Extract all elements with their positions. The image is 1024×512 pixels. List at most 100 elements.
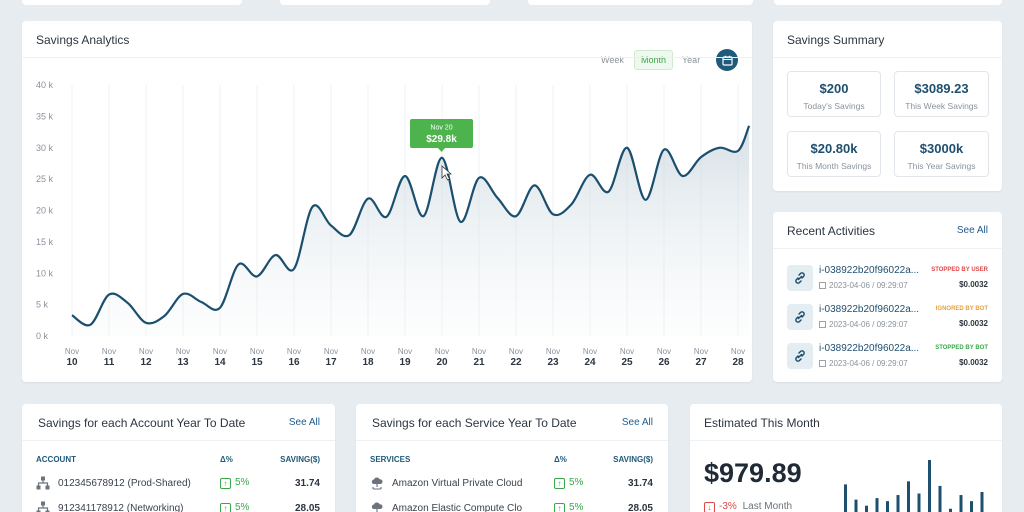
activity-timestamp-text: 2023-04-06 / 09:29:07 bbox=[829, 281, 908, 290]
account-saving: 28.05 bbox=[294, 503, 320, 512]
tooltip-pointer bbox=[438, 148, 445, 152]
activity-id[interactable]: i-038922b20f96022a... bbox=[819, 343, 920, 354]
x-tick-month: Nov bbox=[65, 347, 79, 356]
x-tick-day: 27 bbox=[695, 357, 707, 368]
calendar-icon bbox=[819, 360, 826, 367]
activity-status: STOPPED BY BOT bbox=[935, 345, 988, 351]
services-see-all-link[interactable]: See All bbox=[621, 417, 653, 428]
x-tick-month: Nov bbox=[213, 347, 227, 356]
analytics-title: Savings Analytics bbox=[36, 33, 130, 47]
column-header-delta[interactable]: Δ% bbox=[554, 455, 567, 464]
estimated-change: ↓ -3% Last Month bbox=[704, 501, 792, 512]
estimated-month-card: Estimated This Month $979.89 ↓ -3% Last M… bbox=[690, 404, 1002, 512]
service-savings-card: Savings for each Service Year To Date Se… bbox=[356, 404, 668, 512]
x-tick-day: 17 bbox=[325, 357, 337, 368]
x-tick-month: Nov bbox=[250, 347, 264, 356]
estimated-title: Estimated This Month bbox=[704, 416, 820, 430]
activity-id[interactable]: i-038922b20f96022a... bbox=[819, 265, 920, 276]
x-tick-day: 14 bbox=[214, 357, 226, 368]
x-tick-month: Nov bbox=[398, 347, 412, 356]
y-tick-label: 5 k bbox=[36, 300, 49, 310]
arrow-down-icon: ↓ bbox=[704, 502, 715, 512]
estimate-bar bbox=[949, 508, 952, 512]
activity-timestamp-text: 2023-04-06 / 09:29:07 bbox=[829, 359, 908, 368]
y-tick-label: 35 k bbox=[36, 111, 54, 121]
divider bbox=[690, 440, 1002, 441]
estimated-change-value: -3% bbox=[719, 501, 737, 512]
x-tick-month: Nov bbox=[694, 347, 708, 356]
service-name[interactable]: Amazon Virtual Private Cloud bbox=[392, 478, 523, 489]
mouse-cursor-icon bbox=[441, 165, 453, 181]
account-delta: ↑ 5% bbox=[220, 477, 249, 489]
column-header-services[interactable]: SERVICES bbox=[370, 455, 411, 464]
tile-label: This Year Savings bbox=[907, 161, 976, 171]
range-year[interactable]: Year bbox=[682, 55, 701, 65]
y-tick-label: 20 k bbox=[36, 206, 54, 216]
service-saving: 28.05 bbox=[627, 503, 653, 512]
calendar-button[interactable] bbox=[716, 49, 738, 71]
savings-line bbox=[71, 125, 751, 327]
month-savings-tile: $20.80k This Month Savings bbox=[787, 131, 881, 177]
estimate-bar bbox=[844, 484, 847, 512]
x-tick-month: Nov bbox=[583, 347, 597, 356]
tile-label: Today's Savings bbox=[803, 101, 865, 111]
activity-link-button[interactable] bbox=[787, 304, 813, 330]
range-month[interactable]: Month bbox=[634, 50, 674, 70]
tile-value: $20.80k bbox=[810, 141, 858, 156]
activity-item[interactable]: i-038922b20f96022a... 2023-04-06 / 09:29… bbox=[787, 263, 992, 293]
x-tick-day: 16 bbox=[288, 357, 300, 368]
services-title: Savings for each Service Year To Date bbox=[372, 416, 577, 430]
estimated-change-label: Last Month bbox=[742, 501, 793, 512]
cloud-network-icon bbox=[371, 477, 383, 490]
x-tick-month: Nov bbox=[139, 347, 153, 356]
arrow-up-icon: ↑ bbox=[220, 503, 231, 512]
x-tick-month: Nov bbox=[657, 347, 671, 356]
activity-item[interactable]: i-038922b20f96022a... 2023-04-06 / 09:29… bbox=[787, 302, 992, 332]
account-delta-value: 5% bbox=[235, 477, 250, 488]
x-tick-month: Nov bbox=[731, 347, 745, 356]
estimate-bar bbox=[938, 485, 942, 512]
x-tick-month: Nov bbox=[435, 347, 449, 356]
top-card-edge bbox=[528, 0, 753, 5]
calendar-icon bbox=[721, 55, 733, 66]
x-tick-month: Nov bbox=[324, 347, 338, 356]
y-tick-label: 30 k bbox=[36, 143, 54, 153]
column-header-saving[interactable]: SAVING($) bbox=[280, 455, 320, 464]
top-card-edge bbox=[280, 0, 490, 5]
estimate-bar bbox=[928, 460, 931, 512]
accounts-see-all-link[interactable]: See All bbox=[288, 417, 320, 428]
arrow-up-icon: ↑ bbox=[220, 478, 231, 489]
x-tick-day: 21 bbox=[473, 357, 485, 368]
tooltip-box bbox=[410, 119, 473, 148]
arrow-up-icon: ↑ bbox=[554, 503, 565, 512]
account-saving: 31.74 bbox=[294, 478, 320, 489]
account-name[interactable]: 912341178912 (Networking) bbox=[58, 503, 184, 512]
activity-link-button[interactable] bbox=[787, 343, 813, 369]
column-header-delta[interactable]: Δ% bbox=[220, 455, 233, 464]
recent-activities-card: Recent Activities See All i-038922b20f96… bbox=[773, 212, 1002, 382]
y-tick-label: 40 k bbox=[36, 80, 54, 90]
x-tick-day: 10 bbox=[66, 357, 78, 368]
estimated-bar-chart bbox=[844, 460, 984, 512]
link-icon bbox=[795, 272, 805, 284]
activity-link-button[interactable] bbox=[787, 265, 813, 291]
column-header-account[interactable]: ACCOUNT bbox=[36, 455, 76, 464]
org-tree-icon bbox=[36, 501, 50, 512]
range-week[interactable]: Week bbox=[601, 55, 624, 65]
org-tree-icon bbox=[36, 476, 50, 490]
divider bbox=[356, 440, 668, 441]
column-header-saving[interactable]: SAVING($) bbox=[613, 455, 653, 464]
service-name[interactable]: Amazon Elastic Compute Clou bbox=[392, 503, 522, 512]
activity-id[interactable]: i-038922b20f96022a... bbox=[819, 304, 920, 315]
top-card-edge bbox=[774, 0, 1002, 5]
account-name[interactable]: 012345678912 (Prod-Shared) bbox=[58, 478, 191, 489]
x-tick-day: 26 bbox=[658, 357, 670, 368]
activities-see-all-link[interactable]: See All bbox=[956, 225, 988, 236]
activity-item[interactable]: i-038922b20f96022a... 2023-04-06 / 09:29… bbox=[787, 341, 992, 371]
x-tick-month: Nov bbox=[287, 347, 301, 356]
savings-chart[interactable]: 0 k5 k10 k15 k20 k25 k30 k35 k40 k Nov10… bbox=[22, 21, 752, 382]
divider bbox=[773, 248, 1002, 249]
activity-amount: $0.0032 bbox=[959, 319, 988, 328]
account-savings-card: Savings for each Account Year To Date Se… bbox=[22, 404, 335, 512]
activity-amount: $0.0032 bbox=[959, 280, 988, 289]
